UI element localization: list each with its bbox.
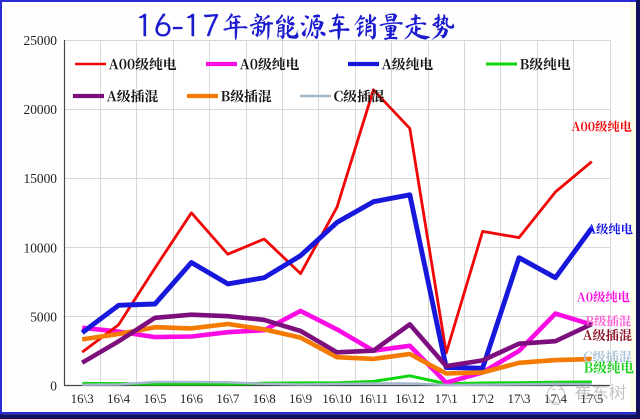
svg-text:10000: 10000 <box>24 240 58 255</box>
svg-text:17\2: 17\2 <box>471 391 494 406</box>
svg-text:17\1: 17\1 <box>435 391 458 406</box>
svg-text:16\12: 16\12 <box>395 391 425 406</box>
svg-text:0: 0 <box>50 379 57 394</box>
svg-text:16\9: 16\9 <box>289 391 312 406</box>
svg-text:16\3: 16\3 <box>71 391 94 406</box>
svg-text:16\11: 16\11 <box>359 391 388 406</box>
svg-text:17\3: 17\3 <box>507 391 530 406</box>
svg-text:16\10: 16\10 <box>322 391 352 406</box>
svg-text:5000: 5000 <box>30 309 57 324</box>
svg-text:15000: 15000 <box>24 171 58 186</box>
svg-text:25000: 25000 <box>24 33 58 48</box>
svg-text:17\5: 17\5 <box>580 391 603 406</box>
svg-text:20000: 20000 <box>24 102 58 117</box>
svg-text:17\4: 17\4 <box>544 391 568 406</box>
svg-text:16\8: 16\8 <box>253 391 276 406</box>
svg-text:16\4: 16\4 <box>107 391 131 406</box>
svg-text:16\5: 16\5 <box>143 391 166 406</box>
svg-text:16\7: 16\7 <box>216 391 240 406</box>
svg-text:16\6: 16\6 <box>180 391 204 406</box>
